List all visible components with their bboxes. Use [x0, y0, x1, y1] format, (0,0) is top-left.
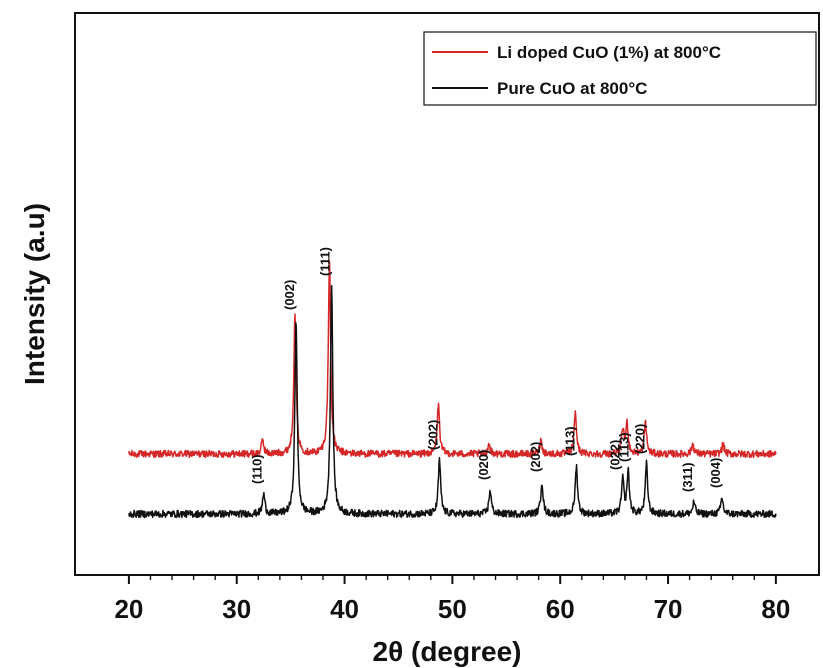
- peak-label: (202): [425, 420, 440, 450]
- legend-box: [423, 31, 817, 106]
- peak-label: (004): [708, 458, 723, 488]
- peak-label: (020): [476, 450, 491, 480]
- x-tick-label: 80: [761, 594, 790, 624]
- x-axis-title: 2θ (degree): [373, 636, 522, 667]
- legend: Li doped CuO (1%) at 800°C Pure CuO at 8…: [423, 31, 817, 106]
- legend-label-pure: Pure CuO at 800°C: [497, 79, 647, 98]
- series-layer: [128, 260, 777, 519]
- peak-label: (113): [616, 432, 631, 462]
- peak-label: (220): [632, 424, 647, 454]
- x-tick-label: 20: [114, 594, 143, 624]
- x-axis-ticks: 20 30 40 50 60 70 80: [114, 575, 790, 624]
- y-axis-title: Intensity (a.u): [19, 203, 50, 385]
- peak-label: (002): [282, 280, 297, 310]
- peak-label: (202): [528, 442, 543, 472]
- peak-label: (311): [680, 462, 695, 492]
- x-tick-label: 50: [438, 594, 467, 624]
- peak-annotations: (110)(002)(111)(202)(020) (202)(113) (022)…: [250, 247, 723, 492]
- plot-frame: [74, 12, 820, 576]
- series-li-doped-cuo: [128, 260, 777, 459]
- x-tick-label: 60: [546, 594, 575, 624]
- peak-label: (113): [562, 426, 577, 456]
- legend-label-li-doped: Li doped CuO (1%) at 800°C: [497, 43, 721, 62]
- series-pure-cuo: [128, 284, 777, 519]
- x-tick-label: 40: [330, 594, 359, 624]
- peak-label: (110): [250, 454, 265, 484]
- peak-label: (111): [318, 247, 333, 276]
- peak-label: (022): [608, 440, 623, 470]
- x-tick-label: 70: [654, 594, 683, 624]
- x-tick-label: 30: [222, 594, 251, 624]
